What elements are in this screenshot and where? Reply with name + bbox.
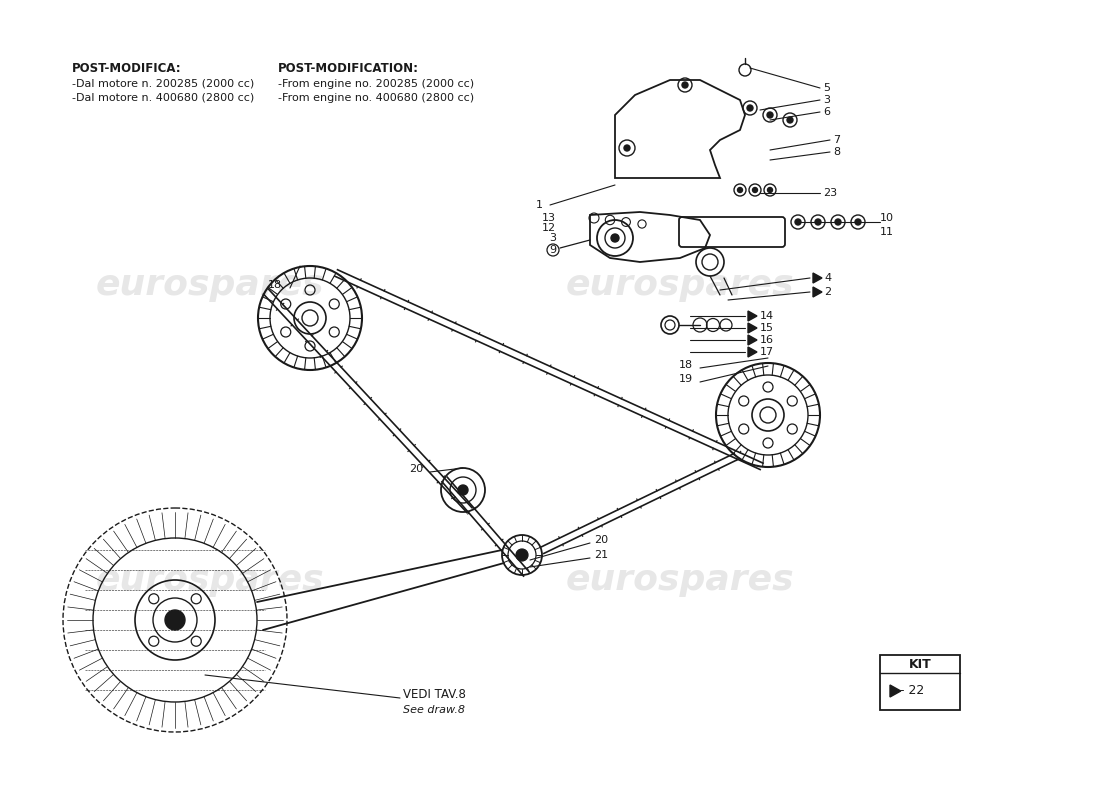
Text: -Dal motore n. 200285 (2000 cc): -Dal motore n. 200285 (2000 cc) [72,79,254,89]
Text: eurospares: eurospares [565,563,794,597]
Text: -From engine no. 400680 (2800 cc): -From engine no. 400680 (2800 cc) [278,93,474,103]
Circle shape [767,112,773,118]
Text: 15: 15 [760,323,774,333]
Text: VEDI TAV.8: VEDI TAV.8 [403,689,466,702]
Circle shape [682,82,688,88]
Text: 11: 11 [880,227,894,237]
Text: POST-MODIFICATION:: POST-MODIFICATION: [278,62,419,74]
Text: 13: 13 [542,213,556,223]
Text: 20: 20 [409,464,424,474]
Circle shape [516,549,528,561]
Text: 2: 2 [824,287,832,297]
Circle shape [610,234,619,242]
Text: 3: 3 [549,233,556,243]
Text: eurospares: eurospares [96,563,324,597]
Text: 12: 12 [542,223,556,233]
Circle shape [752,187,758,193]
Text: 1: 1 [536,200,543,210]
Text: 7: 7 [833,135,840,145]
Circle shape [737,187,742,193]
Polygon shape [748,311,757,321]
Circle shape [786,117,793,123]
Circle shape [835,219,842,225]
Text: 3: 3 [823,95,830,105]
Text: 16: 16 [760,335,774,345]
Text: 21: 21 [594,550,608,560]
Circle shape [855,219,861,225]
Text: eurospares: eurospares [96,268,324,302]
Text: 10: 10 [880,213,894,223]
Polygon shape [813,287,822,297]
Text: 18: 18 [679,360,693,370]
Circle shape [458,485,468,495]
Text: KIT: KIT [909,658,932,670]
Text: -Dal motore n. 400680 (2800 cc): -Dal motore n. 400680 (2800 cc) [72,93,254,103]
Circle shape [815,219,821,225]
Text: 4: 4 [824,273,832,283]
Text: 20: 20 [594,535,608,545]
Text: 17: 17 [760,347,774,357]
Text: 14: 14 [760,311,774,321]
Polygon shape [748,335,757,345]
Text: POST-MODIFICA:: POST-MODIFICA: [72,62,182,74]
Text: 23: 23 [823,188,837,198]
Polygon shape [890,685,901,697]
Text: 18: 18 [268,280,282,290]
Text: - 22: - 22 [900,685,924,698]
Polygon shape [748,347,757,357]
Polygon shape [813,273,822,283]
Text: 19: 19 [679,374,693,384]
Text: eurospares: eurospares [565,268,794,302]
Text: 9: 9 [549,245,556,255]
Text: -From engine no. 200285 (2000 cc): -From engine no. 200285 (2000 cc) [278,79,474,89]
Circle shape [768,187,772,193]
Circle shape [747,105,754,111]
Polygon shape [748,323,757,333]
Text: 6: 6 [823,107,830,117]
Circle shape [795,219,801,225]
Circle shape [624,145,630,151]
Text: 8: 8 [833,147,840,157]
Text: See draw.8: See draw.8 [403,705,465,715]
Circle shape [165,610,185,630]
Text: 5: 5 [823,83,830,93]
